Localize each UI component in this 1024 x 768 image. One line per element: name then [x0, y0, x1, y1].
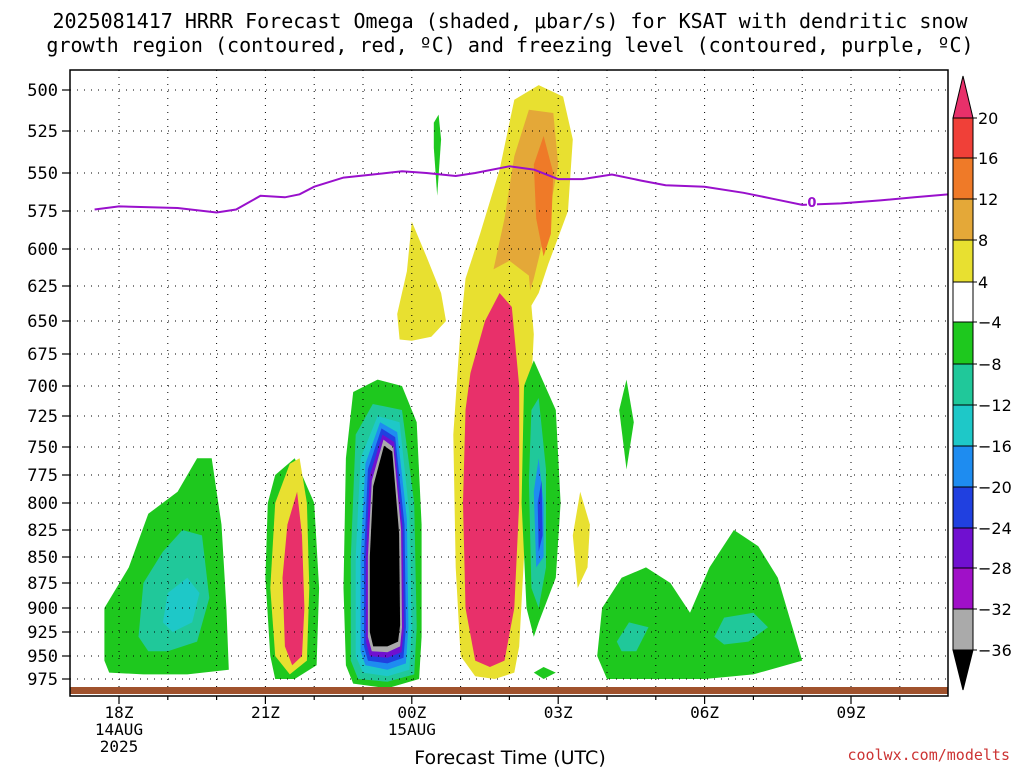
colorbar-bin-2 — [952, 198, 974, 241]
omega-region-6 — [463, 293, 520, 667]
x-tick-label-9-0: 03Z — [544, 703, 573, 722]
colorbar-label-6: −8 — [978, 355, 1002, 374]
freezing-level: 0 — [94, 165, 948, 214]
y-tick-label-825: 825 — [27, 521, 58, 541]
y-tick-label-500: 500 — [27, 81, 58, 101]
omega-region-25 — [619, 379, 634, 470]
colorbar-bin-7 — [952, 404, 974, 447]
colorbar-bin-8 — [952, 445, 974, 488]
y-tick-label-675: 675 — [27, 345, 58, 365]
y-tick-label-900: 900 — [27, 599, 58, 619]
colorbar-label-0: 20 — [978, 109, 998, 128]
colorbar: 20 16 12 8 4 −4 −8 −12 −16 −20 −24 −28 −32 −36 — [952, 75, 1012, 691]
x-tick-label-0-2: 2025 — [100, 737, 139, 756]
y-tick-label-775: 775 — [27, 466, 58, 486]
colorbar-label-3: 8 — [978, 231, 988, 250]
y-tick-label-600: 600 — [27, 240, 58, 260]
y-tick-label-750: 750 — [27, 438, 58, 458]
freezing-level-line — [94, 165, 948, 214]
omega-region-27 — [533, 667, 556, 679]
y-tick-label-700: 700 — [27, 377, 58, 397]
omega-region-29 — [616, 622, 649, 652]
x-tick-label-0-0: 18Z — [105, 703, 134, 722]
colorbar-bin-10 — [952, 527, 974, 569]
y-tick-label-725: 725 — [27, 407, 58, 427]
omega-region-26 — [572, 491, 590, 588]
y-tick-label-550: 550 — [27, 164, 58, 184]
omega-region-4 — [433, 114, 442, 196]
y-tick-label-950: 950 — [27, 647, 58, 667]
colorbar-label-9: −20 — [978, 478, 1012, 497]
chart-title-line2: growth region (contoured, red, ºC) and f… — [46, 33, 973, 57]
colorbar-bin-4 — [952, 281, 974, 323]
colorbar-label-2: 12 — [978, 190, 998, 209]
x-tick-label-12-0: 06Z — [690, 703, 719, 722]
freezing-level-label-bg — [806, 194, 817, 208]
x-tick-label-6-1: 15AUG — [388, 720, 436, 739]
y-tick-label-650: 650 — [27, 312, 58, 332]
y-tick-label-975: 975 — [27, 670, 58, 690]
omega-region-30 — [714, 612, 768, 645]
freezing-level-label: 0 — [807, 196, 816, 211]
colorbar-bin-12 — [952, 608, 974, 651]
colorbar-bin-5 — [952, 321, 974, 365]
colorbar-label-4: 4 — [978, 273, 988, 292]
colorbar-label-1: 16 — [978, 149, 998, 168]
x-tick-label-6-0: 00Z — [397, 703, 426, 722]
omega-region-28 — [597, 530, 803, 679]
omega-region-9 — [282, 491, 305, 666]
y-tick-label-525: 525 — [27, 122, 58, 142]
colorbar-bin-1 — [952, 157, 974, 200]
x-tick-label-3-0: 21Z — [251, 703, 280, 722]
y-axis: 500 525 550 575 600 625 650 675 700 725 750 775 800 8… — [27, 81, 70, 690]
y-tick-label-850: 850 — [27, 548, 58, 568]
omega-region-2 — [533, 136, 554, 257]
colorbar-label-8: −16 — [978, 437, 1012, 456]
omega-shading — [104, 85, 803, 689]
colorbar-label-7: −12 — [978, 396, 1012, 415]
colorbar-label-10: −24 — [978, 519, 1012, 538]
x-axis-title: Forecast Time (UTC) — [414, 747, 605, 768]
y-tick-label-575: 575 — [27, 202, 58, 222]
y-tick-label-625: 625 — [27, 277, 58, 297]
omega-region-12 — [162, 577, 200, 632]
colorbar-cap-bottom — [952, 649, 974, 691]
colorbar-bin-9 — [952, 486, 974, 529]
omega-region-20 — [369, 445, 401, 647]
y-tick-label-800: 800 — [27, 494, 58, 514]
y-tick-label-875: 875 — [27, 574, 58, 594]
colorbar-bin-11 — [952, 567, 974, 610]
colorbar-label-13: −36 — [978, 641, 1012, 660]
y-tick-label-925: 925 — [27, 623, 58, 643]
omega-region-3 — [397, 221, 446, 341]
colorbar-bin-3 — [952, 239, 974, 283]
x-tick-label-0-1: 14AUG — [95, 720, 143, 739]
chart-title-line1: 2025081417 HRRR Forecast Omega (shaded, … — [52, 9, 968, 33]
colorbar-label-11: −28 — [978, 559, 1012, 578]
colorbar-label-5: −4 — [978, 313, 1002, 332]
colorbar-bin-0 — [952, 117, 974, 159]
colorbar-bin-6 — [952, 363, 974, 406]
colorbar-label-12: −32 — [978, 600, 1012, 619]
ground-strip — [70, 687, 948, 694]
credit-label: coolwx.com/modelts — [847, 746, 1010, 764]
omega-region-24 — [537, 480, 543, 552]
x-tick-label-15-0: 09Z — [837, 703, 866, 722]
colorbar-cap-top — [952, 75, 974, 119]
